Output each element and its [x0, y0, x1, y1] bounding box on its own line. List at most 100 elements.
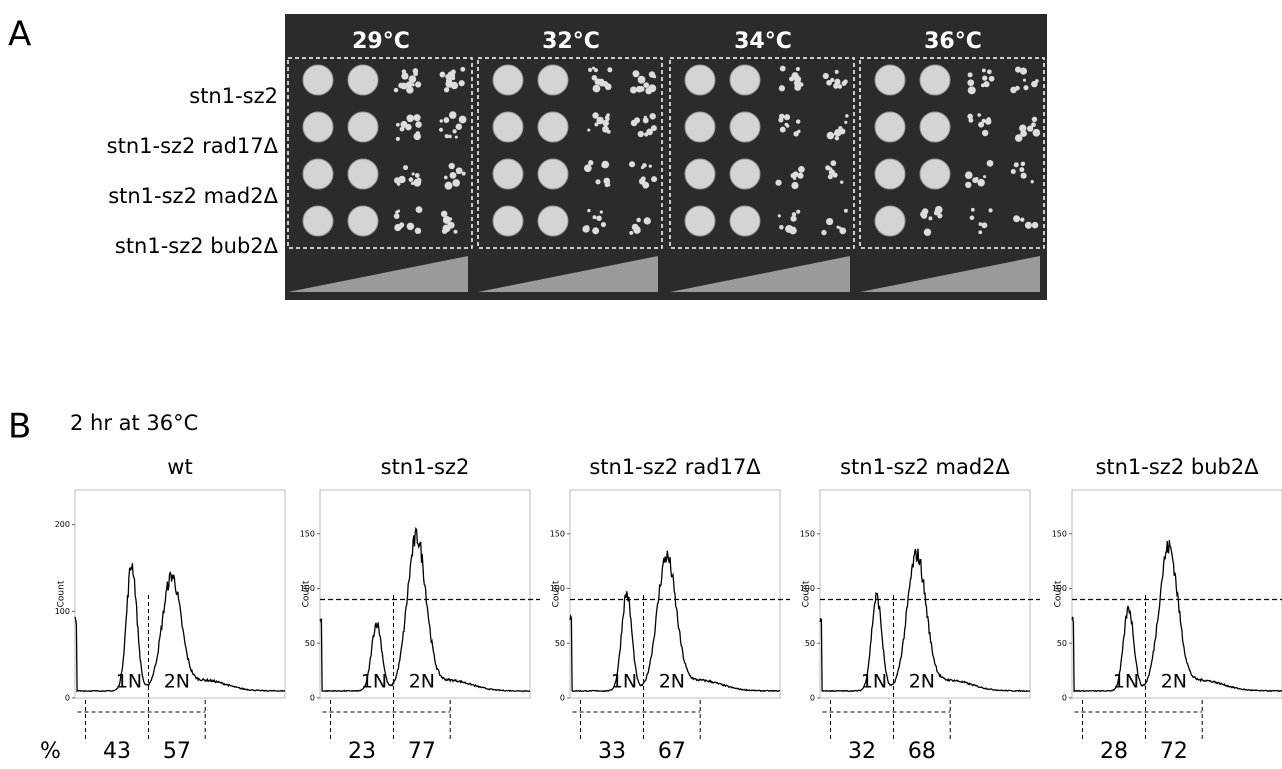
colony-dot — [982, 75, 987, 80]
colony-dot — [585, 225, 590, 230]
colony-dot — [840, 128, 846, 134]
colony-dot — [599, 80, 606, 87]
colony-dot — [1031, 180, 1034, 183]
colony-dot — [592, 227, 599, 234]
colony-spot — [538, 206, 568, 236]
colony-dot — [641, 166, 644, 169]
panel-label: B — [8, 407, 31, 447]
colony-spot — [730, 159, 760, 189]
colony-dot — [629, 161, 635, 167]
strain-label: stn1-sz2 — [189, 84, 278, 108]
colony-dot — [821, 230, 826, 235]
colony-dot — [605, 183, 609, 187]
colony-dot — [797, 130, 801, 134]
colony-dot — [967, 79, 974, 86]
gate-label: 1N — [116, 671, 142, 693]
colony-dot — [796, 119, 801, 124]
colony-dot — [456, 167, 463, 174]
colony-spot — [303, 206, 333, 236]
colony-spot — [730, 206, 760, 236]
colony-dot — [593, 85, 601, 93]
histogram-trace — [1072, 540, 1282, 691]
colony-spot — [875, 206, 905, 236]
colony-dot — [965, 182, 971, 188]
colony-dot — [650, 113, 656, 119]
colony-dot — [798, 166, 805, 173]
y-tick-label: 150 — [300, 529, 315, 538]
colony-dot — [987, 117, 991, 121]
panel-label: A — [8, 15, 31, 55]
colony-dot — [842, 81, 847, 86]
gate-percentage: 77 — [408, 739, 436, 764]
colony-dot — [792, 212, 796, 216]
plot-frame — [320, 490, 530, 698]
histogram-title: stn1-sz2 bub2Δ — [1095, 455, 1259, 479]
y-tick-label: 0 — [560, 694, 565, 703]
colony-dot — [924, 229, 931, 236]
colony-dot — [978, 230, 982, 234]
colony-dot — [778, 117, 783, 122]
colony-dot — [456, 124, 462, 130]
colony-dot — [987, 160, 994, 167]
y-tick-label: 150 — [550, 529, 565, 538]
colony-dot — [780, 127, 786, 133]
colony-dot — [600, 210, 603, 213]
colony-spot — [685, 65, 715, 95]
colony-dot — [979, 222, 983, 226]
colony-dot — [785, 225, 793, 233]
colony-dot — [1020, 218, 1024, 222]
colony-dot — [968, 118, 973, 123]
colony-dot — [1033, 129, 1041, 137]
colony-dot — [632, 70, 639, 77]
colony-spot — [730, 112, 760, 142]
colony-dot — [440, 72, 446, 78]
colony-spot — [685, 206, 715, 236]
colony-dot — [394, 224, 401, 231]
colony-spot — [493, 159, 523, 189]
colony-dot — [644, 217, 651, 224]
colony-dot — [840, 180, 843, 183]
colony-dot — [452, 179, 460, 187]
histogram-title: wt — [167, 455, 192, 479]
colony-dot — [601, 222, 606, 227]
colony-dot — [649, 164, 652, 167]
colony-dot — [403, 165, 408, 170]
colony-dot — [775, 180, 781, 186]
colony-dot — [1020, 130, 1027, 137]
colony-spot — [348, 112, 378, 142]
colony-dot — [845, 114, 849, 118]
histogram-trace — [320, 529, 530, 692]
colony-dot — [394, 88, 398, 92]
colony-dot — [445, 134, 449, 138]
y-tick-label: 50 — [805, 639, 815, 648]
colony-dot — [977, 179, 985, 187]
colony-dot — [414, 114, 421, 121]
colony-dot — [642, 182, 649, 189]
colony-dot — [409, 177, 414, 182]
colony-dot — [794, 79, 801, 86]
colony-dot — [451, 173, 457, 179]
gate-percentage: 57 — [163, 739, 191, 764]
colony-dot — [449, 217, 452, 220]
colony-dot — [834, 79, 840, 85]
colony-dot — [1023, 79, 1026, 82]
colony-dot — [397, 182, 401, 186]
condition-label: 2 hr at 36°C — [70, 411, 198, 435]
colony-dot — [834, 132, 838, 136]
colony-dot — [1011, 169, 1016, 174]
colony-spot — [920, 159, 950, 189]
colony-dot — [643, 117, 649, 123]
colony-dot — [638, 131, 644, 137]
colony-spot — [920, 112, 950, 142]
colony-dot — [459, 116, 467, 124]
colony-dot — [444, 87, 449, 92]
colony-spot — [538, 65, 568, 95]
colony-dot — [791, 173, 796, 178]
colony-dot — [638, 76, 646, 84]
gate-label: 1N — [611, 671, 637, 693]
colony-dot — [633, 226, 640, 233]
colony-dot — [975, 177, 978, 180]
y-tick-label: 200 — [55, 520, 70, 529]
colony-spot — [493, 65, 523, 95]
colony-dot — [965, 171, 973, 179]
